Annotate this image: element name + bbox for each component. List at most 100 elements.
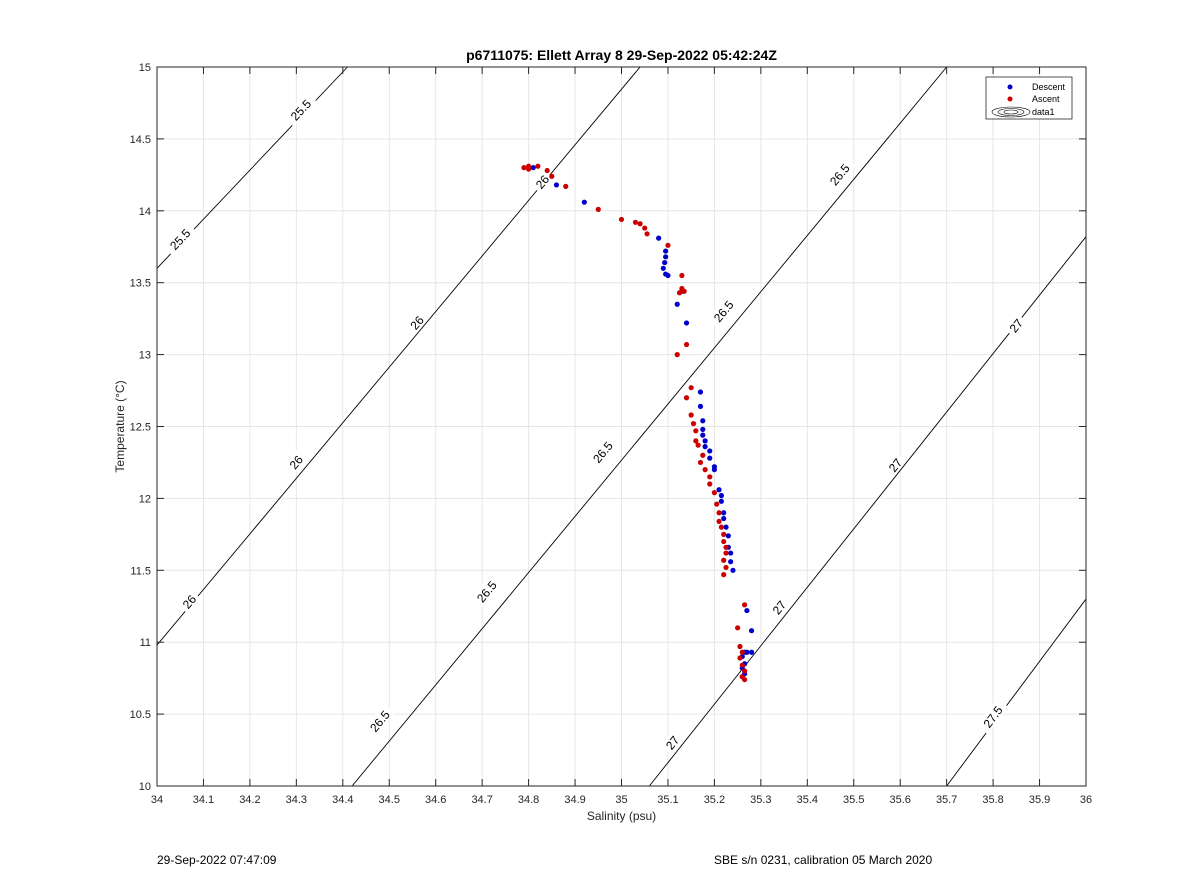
density-contour-26 <box>156 66 641 646</box>
ascent-point <box>718 524 724 530</box>
ascent-point <box>695 442 701 448</box>
ascent-point <box>739 649 745 655</box>
ascent-point <box>707 481 713 487</box>
contour-label-group: 27 <box>660 730 684 755</box>
contour-label-bg <box>283 449 308 474</box>
contour-label-bg <box>822 156 856 192</box>
contour-label-bg <box>176 589 201 614</box>
ascent-point <box>721 572 727 578</box>
descent-point <box>728 559 734 565</box>
footer-calibration: SBE s/n 0231, calibration 05 March 2020 <box>714 853 933 867</box>
y-axis-label: Temperature (°C) <box>113 380 127 472</box>
legend-contour-ring <box>991 106 1031 118</box>
descent-point <box>721 515 727 522</box>
descent-point <box>702 444 708 450</box>
x-tick-label: 34.6 <box>425 794 446 806</box>
descent-point <box>663 254 669 260</box>
footer-timestamp: 29-Sep-2022 07:47:09 <box>157 853 277 867</box>
ascent-point <box>690 421 697 427</box>
y-tick-label: 14.5 <box>130 134 151 146</box>
density-contour-27-5 <box>946 598 1087 787</box>
ascent-point <box>741 676 748 683</box>
ascent-point <box>679 272 685 279</box>
y-axis-ticks: 10 10.5 11 11.5 12 12.5 13 13.5 14 14.5 15 <box>130 62 1086 793</box>
descent-point <box>674 301 680 307</box>
ascent-point <box>714 501 720 507</box>
descent-point <box>728 550 734 556</box>
ascent-point <box>693 428 699 434</box>
contour-label-bg <box>883 452 907 477</box>
x-tick-label: 35.9 <box>1029 794 1050 806</box>
descent-point <box>718 498 724 504</box>
contour-label-bg <box>283 92 318 127</box>
ascent-point <box>693 438 699 444</box>
ascent-point <box>688 385 694 391</box>
ascent-point <box>674 352 680 358</box>
ascent-point <box>526 166 532 172</box>
x-tick-label: 36 <box>1080 794 1092 806</box>
ascent-point <box>739 662 745 668</box>
ascent-point <box>702 467 708 473</box>
contour-label-group: 27 <box>766 594 791 620</box>
ascent-point <box>644 231 650 237</box>
x-tick-label: 34.9 <box>564 794 585 806</box>
descent-point <box>721 510 727 516</box>
ascent-point <box>723 550 729 556</box>
descent-point <box>744 649 750 655</box>
x-tick-label: 34.1 <box>193 794 214 806</box>
descent-point <box>665 272 671 279</box>
contour-label-bg <box>660 730 684 755</box>
descent-point <box>730 567 736 573</box>
ascent-point <box>716 510 722 516</box>
x-tick-label: 34.2 <box>239 794 260 806</box>
x-tick-label: 35.3 <box>750 794 771 806</box>
ascent-point <box>700 452 706 458</box>
contour-label-bg <box>1003 313 1028 338</box>
x-tick-label: 35.6 <box>889 794 910 806</box>
descent-point <box>530 165 536 171</box>
y-tick-label: 11 <box>140 637 151 649</box>
descent-point <box>700 418 706 424</box>
y-tick-label: 11.5 <box>130 565 151 577</box>
descent-point <box>748 628 755 634</box>
contour-label-bg <box>162 221 197 257</box>
grid-lines <box>156 66 1087 787</box>
legend-label-ascent: Ascent <box>1032 94 1060 104</box>
ascent-point <box>683 341 690 348</box>
descent-point <box>718 492 724 499</box>
ascent-point <box>716 518 722 525</box>
y-tick-label: 14 <box>139 206 151 218</box>
descent-point <box>700 432 706 438</box>
x-tick-label: 35 <box>615 794 627 806</box>
legend: Descent Ascent data1 <box>985 76 1073 120</box>
legend-marker-descent <box>1007 84 1013 90</box>
descent-point <box>707 448 713 454</box>
ascent-point <box>697 459 704 466</box>
legend-marker-ascent <box>1007 96 1013 102</box>
ascent-point <box>721 557 727 563</box>
descent-point <box>662 259 668 266</box>
x-tick-label: 34.4 <box>332 794 353 806</box>
y-tick-label: 12 <box>139 493 151 505</box>
ascent-point <box>723 564 729 571</box>
descent-point <box>725 533 731 539</box>
descent-point <box>700 426 706 432</box>
x-tick-label: 34.8 <box>518 794 539 806</box>
contour-label-group: 26 <box>283 449 308 474</box>
contour-label-bg <box>706 293 740 329</box>
ascent-point <box>632 219 639 225</box>
ascent-point <box>676 290 683 296</box>
ascent-point <box>595 206 601 212</box>
ascent-point <box>535 163 541 169</box>
contour-label-bg <box>529 169 554 194</box>
descent-point <box>656 235 662 241</box>
density-contour-26-5 <box>351 66 947 787</box>
ascent-point <box>741 668 748 674</box>
y-tick-label: 13 <box>139 350 151 362</box>
contour-label-bg <box>766 594 791 620</box>
ascent-point <box>618 216 625 223</box>
ascent-point <box>723 544 729 550</box>
descent-point <box>748 649 755 655</box>
ascent-point <box>521 165 527 171</box>
y-tick-label: 12.5 <box>130 422 151 434</box>
